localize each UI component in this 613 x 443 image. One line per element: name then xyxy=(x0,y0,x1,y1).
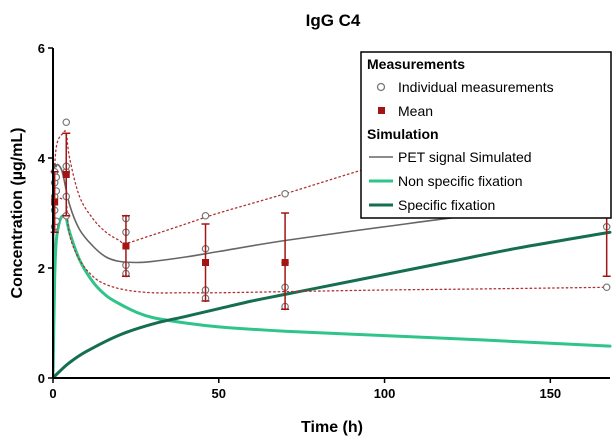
legend-individual-label: Individual measurements xyxy=(398,79,554,95)
individual-measurement-point xyxy=(62,118,71,127)
legend-mean-marker xyxy=(378,107,385,114)
y-tick-label: 2 xyxy=(38,261,45,276)
x-axis-label: Time (h) xyxy=(301,419,363,436)
series-specific-line xyxy=(53,230,612,378)
mean-point xyxy=(122,242,130,250)
legend-specific-label: Specific fixation xyxy=(398,197,495,213)
y-ticks: 0 2 4 6 xyxy=(38,41,53,386)
chart-title: IgG C4 xyxy=(306,11,361,30)
x-tick-label: 50 xyxy=(212,386,226,401)
legend: Measurements Individual measurements Mea… xyxy=(360,51,612,219)
mean-point xyxy=(62,171,70,178)
legend-measurements-heading: Measurements xyxy=(367,56,465,72)
x-ticks: 0 50 100 150 xyxy=(49,378,561,401)
individual-measurement-point xyxy=(201,211,210,220)
legend-simulation-heading: Simulation xyxy=(367,126,439,142)
legend-individual-marker xyxy=(376,82,386,92)
axes: 0 50 100 150 0 2 4 6 xyxy=(38,41,610,401)
y-tick-label: 0 xyxy=(38,371,45,386)
mean-point xyxy=(51,198,59,206)
x-tick-label: 150 xyxy=(539,386,561,401)
y-tick-label: 4 xyxy=(38,151,46,166)
x-tick-label: 100 xyxy=(374,386,396,401)
legend-nonspecific-label: Non specific fixation xyxy=(398,173,523,189)
individual-measurement-point xyxy=(602,283,611,292)
series-pet-line xyxy=(53,163,611,378)
legend-mean-label: Mean xyxy=(398,103,433,119)
legend-box xyxy=(360,51,612,219)
mean-point xyxy=(202,259,210,266)
y-tick-label: 6 xyxy=(38,41,45,56)
x-tick-label: 0 xyxy=(49,386,56,401)
mean-point xyxy=(281,259,289,266)
y-axis-label: Concentration (µg/mL) xyxy=(9,128,26,299)
legend-pet-label: PET signal Simulated xyxy=(398,149,532,165)
individual-measurement-point xyxy=(281,189,289,198)
